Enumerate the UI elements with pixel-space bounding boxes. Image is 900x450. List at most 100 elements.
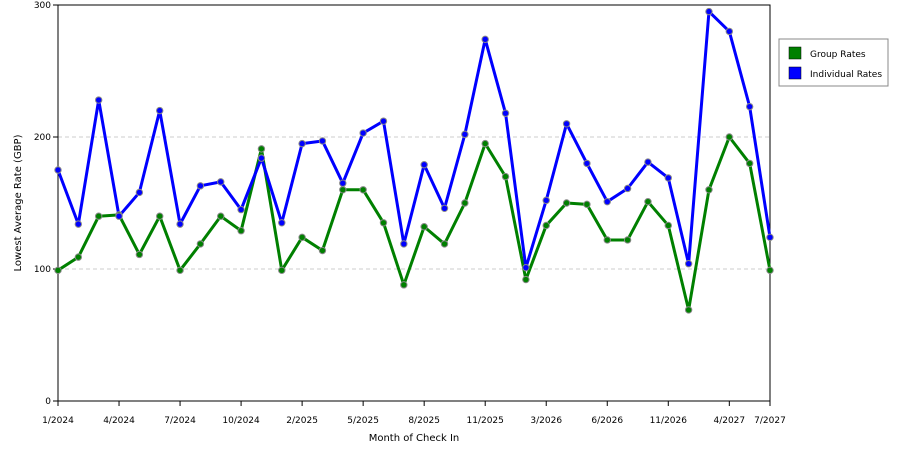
y-tick-label: 200 (34, 133, 51, 143)
data-point-individual-rates (257, 154, 266, 162)
x-tick-label: 4/2027 (713, 416, 745, 426)
data-point-group-rates (94, 212, 103, 220)
data-point-individual-rates (298, 139, 306, 148)
data-point-group-rates (562, 199, 571, 207)
data-point-individual-rates (623, 184, 632, 193)
data-point-individual-rates (217, 178, 225, 186)
series-lines (56, 10, 772, 312)
data-point-individual-rates (94, 96, 103, 104)
data-point-individual-rates (644, 158, 652, 166)
x-tick-label: 4/2024 (103, 416, 135, 426)
x-tick-label: 6/2026 (591, 416, 623, 426)
x-tick-label: 11/2026 (650, 416, 688, 426)
series-points-group-rates (54, 133, 774, 314)
data-point-group-rates (318, 246, 327, 255)
series-points-individual-rates (54, 7, 774, 272)
data-point-group-rates (176, 266, 184, 275)
plot-frame (57, 4, 771, 402)
data-point-group-rates (278, 266, 286, 275)
data-point-individual-rates (766, 233, 774, 242)
data-point-individual-rates (501, 109, 510, 117)
legend-swatch-group-rates (788, 46, 802, 60)
data-point-group-rates (217, 212, 225, 220)
data-point-individual-rates (542, 196, 550, 205)
axes (57, 4, 771, 402)
data-point-individual-rates (440, 204, 449, 212)
data-point-individual-rates (684, 260, 693, 268)
data-point-individual-rates (400, 240, 408, 248)
data-point-individual-rates (664, 174, 672, 182)
series-points (54, 7, 774, 314)
data-point-individual-rates (481, 35, 489, 44)
data-point-individual-rates (54, 166, 62, 174)
data-point-individual-rates (725, 27, 734, 36)
series-line-individual-rates (56, 10, 772, 270)
x-axis-title: Month of Check In (369, 433, 460, 444)
data-point-group-rates (664, 221, 672, 230)
x-tick-label: 5/2025 (347, 416, 379, 426)
data-point-group-rates (339, 186, 347, 194)
data-point-group-rates (440, 240, 449, 248)
x-tick-label: 7/2027 (754, 416, 786, 426)
data-point-group-rates (522, 275, 530, 284)
x-tick-label: 3/2026 (530, 416, 562, 426)
data-point-individual-rates (115, 212, 123, 220)
x-tick-label: 8/2025 (408, 416, 440, 426)
data-point-group-rates (156, 212, 164, 220)
data-point-group-rates (54, 266, 62, 275)
data-point-individual-rates (522, 263, 530, 272)
legend: Group Rates Individual Rates (778, 38, 889, 87)
data-point-group-rates (379, 219, 388, 227)
data-point-individual-rates (705, 7, 713, 16)
data-point-individual-rates (359, 129, 367, 137)
data-point-individual-rates (156, 106, 164, 115)
x-tick-label: 2/2025 (286, 416, 318, 426)
data-point-group-rates (745, 159, 754, 168)
data-point-individual-rates (583, 159, 591, 168)
data-point-individual-rates (196, 182, 205, 190)
data-point-individual-rates (562, 120, 571, 128)
data-point-individual-rates (237, 205, 245, 214)
data-point-group-rates (135, 250, 144, 259)
data-point-group-rates (196, 240, 205, 248)
x-tick-label: 1/2024 (42, 416, 74, 426)
data-point-individual-rates (318, 137, 327, 145)
y-axis-ticks: 0 100 200 300 (34, 1, 58, 407)
data-point-group-rates (257, 145, 266, 153)
data-point-individual-rates (745, 102, 754, 111)
data-point-individual-rates (278, 219, 286, 227)
data-point-group-rates (359, 186, 367, 194)
data-point-group-rates (766, 266, 774, 275)
y-axis-title: Lowest Average Rate (GBP) (13, 134, 24, 271)
legend-label-group-rates: Group Rates (810, 50, 866, 60)
data-point-individual-rates (339, 179, 347, 187)
data-point-group-rates (400, 281, 408, 289)
data-point-group-rates (705, 186, 713, 194)
data-point-individual-rates (74, 220, 83, 228)
y-tick-label: 100 (34, 265, 51, 275)
data-point-group-rates (623, 236, 632, 244)
data-point-individual-rates (420, 161, 428, 169)
legend-swatch-individual-rates (788, 66, 802, 80)
data-point-group-rates (237, 227, 245, 235)
data-point-group-rates (725, 133, 734, 141)
x-axis-ticks: 1/2024 4/2024 7/2024 10/2024 2/2025 5/2025 8/2… (42, 401, 786, 426)
y-tick-label: 0 (45, 397, 51, 407)
x-tick-label: 7/2024 (164, 416, 196, 426)
data-point-group-rates (603, 236, 611, 244)
data-point-group-rates (481, 139, 489, 148)
x-tick-label: 11/2025 (467, 416, 504, 426)
data-point-individual-rates (603, 197, 611, 206)
data-point-individual-rates (176, 220, 184, 228)
series-line-group-rates (56, 135, 772, 312)
data-point-group-rates (74, 253, 83, 261)
data-point-group-rates (583, 200, 591, 209)
legend-label-individual-rates: Individual Rates (810, 70, 882, 80)
data-point-group-rates (461, 199, 469, 207)
data-point-individual-rates (135, 188, 144, 197)
data-point-group-rates (542, 221, 550, 230)
x-tick-label: 10/2024 (222, 416, 260, 426)
data-point-group-rates (684, 306, 693, 314)
data-point-individual-rates (461, 130, 469, 139)
